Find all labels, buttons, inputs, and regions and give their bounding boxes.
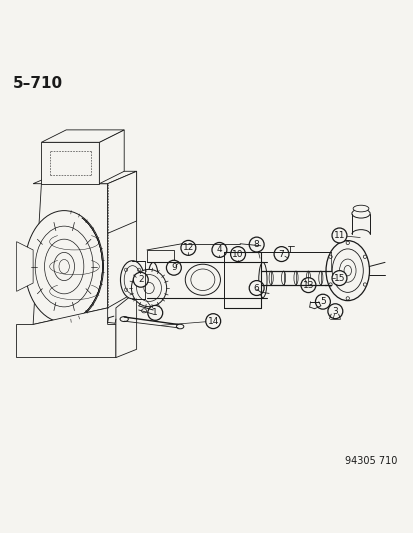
Text: 5–710: 5–710 <box>12 76 62 91</box>
Circle shape <box>331 271 346 286</box>
Circle shape <box>249 237 263 252</box>
Ellipse shape <box>141 309 146 313</box>
Text: 1: 1 <box>152 309 158 317</box>
Ellipse shape <box>120 317 128 321</box>
Text: 2: 2 <box>138 275 143 284</box>
Ellipse shape <box>325 240 368 301</box>
Polygon shape <box>147 250 173 262</box>
Polygon shape <box>41 130 124 142</box>
Circle shape <box>133 272 148 287</box>
Ellipse shape <box>306 271 310 285</box>
Text: 6: 6 <box>253 284 259 293</box>
Circle shape <box>327 304 342 319</box>
Text: 12: 12 <box>182 244 194 252</box>
Polygon shape <box>33 171 136 184</box>
Text: 13: 13 <box>302 281 313 289</box>
Text: 94305 710: 94305 710 <box>344 456 396 466</box>
Ellipse shape <box>185 264 220 295</box>
Circle shape <box>147 305 162 320</box>
Polygon shape <box>17 241 33 292</box>
Polygon shape <box>99 130 124 184</box>
Ellipse shape <box>252 284 260 289</box>
Text: 4: 4 <box>216 245 222 254</box>
Text: 14: 14 <box>207 317 218 326</box>
Ellipse shape <box>120 261 144 299</box>
Polygon shape <box>33 184 107 325</box>
Ellipse shape <box>25 211 103 322</box>
Text: 10: 10 <box>232 249 243 259</box>
Ellipse shape <box>328 255 331 259</box>
Circle shape <box>300 278 315 293</box>
Polygon shape <box>116 292 136 358</box>
Ellipse shape <box>258 262 266 297</box>
Circle shape <box>205 314 220 329</box>
Ellipse shape <box>345 241 349 245</box>
Ellipse shape <box>363 283 366 286</box>
Circle shape <box>273 247 288 262</box>
Ellipse shape <box>352 205 368 212</box>
Polygon shape <box>107 171 136 308</box>
Ellipse shape <box>131 269 166 306</box>
Text: 11: 11 <box>333 231 344 240</box>
Circle shape <box>166 260 181 275</box>
Circle shape <box>230 247 245 262</box>
Circle shape <box>315 294 330 309</box>
Ellipse shape <box>281 271 285 285</box>
Circle shape <box>249 280 263 295</box>
Text: 7: 7 <box>278 249 284 259</box>
Ellipse shape <box>148 262 158 297</box>
Ellipse shape <box>268 271 273 285</box>
Circle shape <box>331 228 346 243</box>
Ellipse shape <box>345 297 349 300</box>
Ellipse shape <box>351 209 369 218</box>
Ellipse shape <box>293 271 297 285</box>
Polygon shape <box>41 142 99 184</box>
Text: 5: 5 <box>319 297 325 306</box>
Circle shape <box>211 243 226 257</box>
Ellipse shape <box>363 255 366 259</box>
Ellipse shape <box>176 324 183 329</box>
Ellipse shape <box>329 311 338 318</box>
Text: 9: 9 <box>171 263 176 272</box>
Ellipse shape <box>318 271 322 285</box>
Circle shape <box>180 240 195 255</box>
Text: 15: 15 <box>333 273 344 282</box>
Text: 8: 8 <box>253 240 259 249</box>
Text: 3: 3 <box>332 306 337 316</box>
Polygon shape <box>107 171 136 233</box>
Ellipse shape <box>328 283 331 286</box>
Polygon shape <box>17 308 116 358</box>
